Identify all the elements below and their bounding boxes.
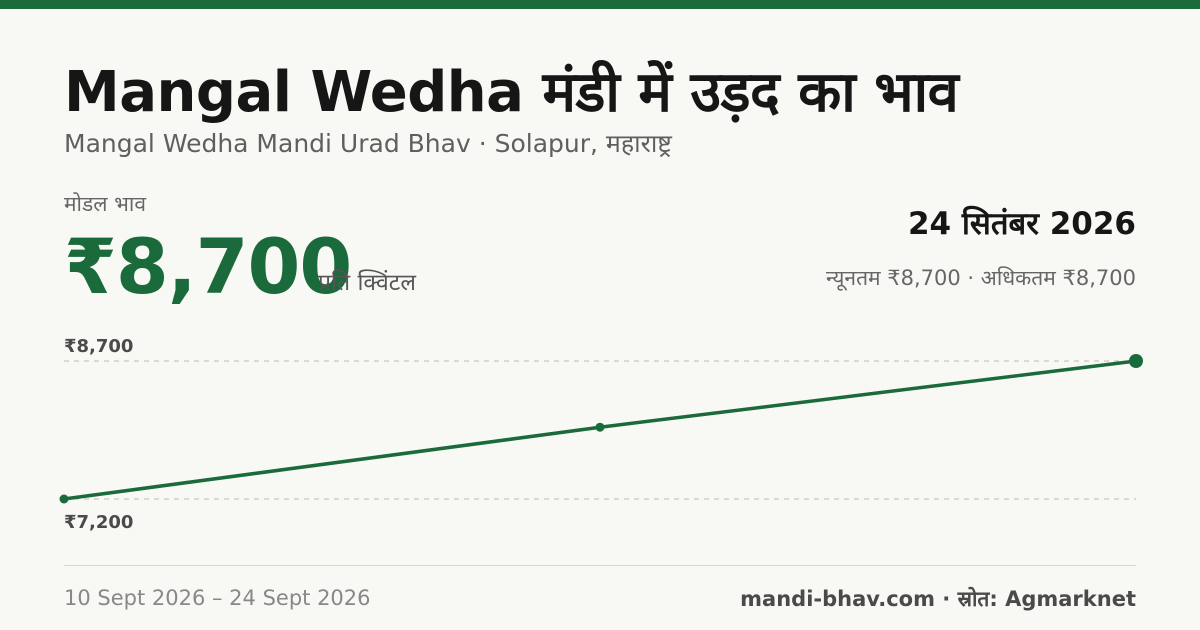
price-date: 24 सितंबर 2026 xyxy=(907,206,1136,242)
model-price-value: ₹8,700 xyxy=(64,222,352,311)
footer-divider xyxy=(64,565,1136,566)
min-max-range: न्यूनतम ₹8,700 · अधिकतम ₹8,700 xyxy=(826,266,1136,290)
ytick-label-max: ₹8,700 xyxy=(64,336,133,357)
data-source: mandi-bhav.com · स्रोत: Agmarknet xyxy=(740,587,1136,611)
data-point-0 xyxy=(59,494,69,504)
date-period: 10 Sept 2026 – 24 Sept 2026 xyxy=(64,586,371,610)
top-accent-bar xyxy=(0,0,1200,9)
page-subtitle: Mangal Wedha Mandi Urad Bhav · Solapur, … xyxy=(64,129,672,158)
data-point-2 xyxy=(1129,354,1143,368)
price-unit: प्रति क्विंटल xyxy=(318,270,416,296)
ytick-label-min: ₹7,200 xyxy=(64,512,133,533)
model-price-label: मोडल भाव xyxy=(64,192,147,216)
page-title: Mangal Wedha मंडी में उड़द का भाव xyxy=(64,60,959,125)
data-point-1 xyxy=(595,422,605,432)
